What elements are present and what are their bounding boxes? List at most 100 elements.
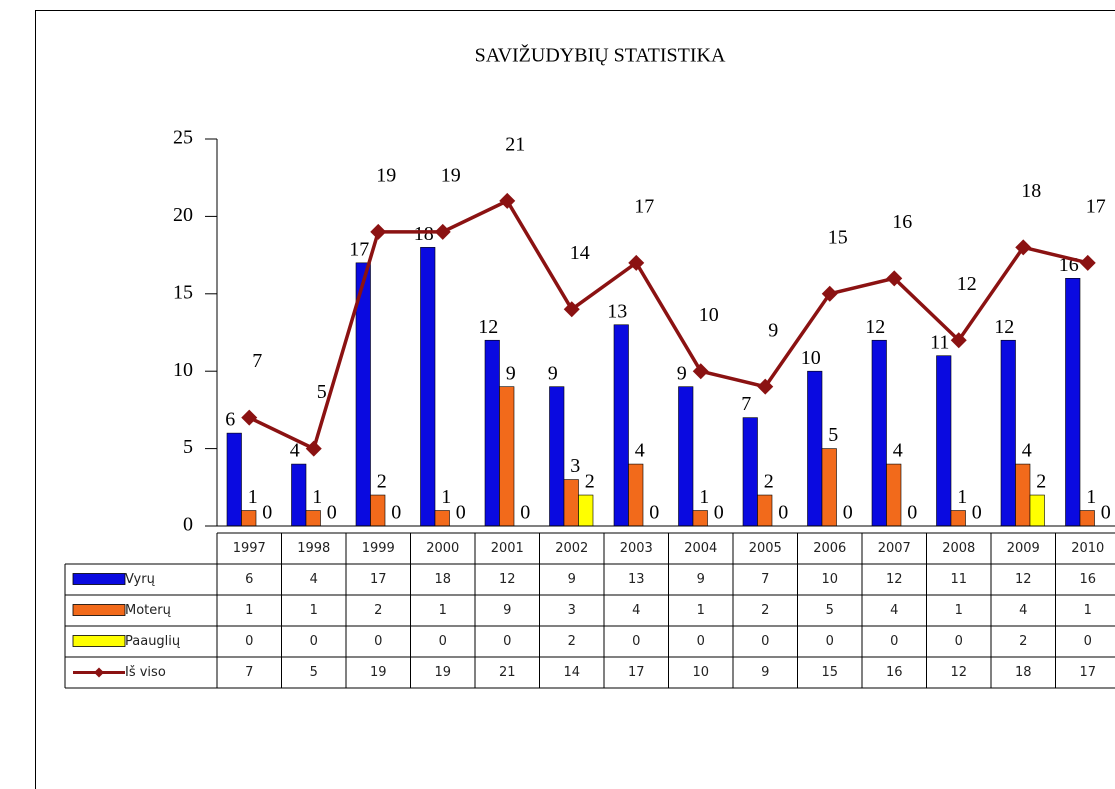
table-value: 1 bbox=[955, 603, 963, 618]
bar-value-label: 12 bbox=[865, 316, 885, 338]
table-value: 0 bbox=[890, 634, 898, 649]
table-value: 0 bbox=[761, 634, 769, 649]
x-tick-label: 2006 bbox=[813, 541, 846, 556]
line-marker bbox=[370, 223, 387, 240]
bar bbox=[370, 494, 386, 527]
line-marker bbox=[434, 223, 451, 240]
table-value: 17 bbox=[370, 572, 387, 587]
bar-value-label: 7 bbox=[741, 393, 751, 415]
table-value: 18 bbox=[1015, 665, 1032, 680]
legend-label: Iš viso bbox=[125, 665, 166, 680]
x-tick-label: 2008 bbox=[942, 541, 975, 556]
line-marker bbox=[1015, 239, 1032, 256]
line-marker bbox=[563, 301, 580, 318]
table-value: 4 bbox=[310, 572, 318, 587]
chart-title: SAVIŽUDYBIŲ STATISTIKA bbox=[475, 44, 726, 67]
line-value-label: 14 bbox=[570, 242, 590, 264]
line-value-label: 10 bbox=[699, 304, 719, 326]
bar-value-label: 1 bbox=[1086, 486, 1096, 508]
bar bbox=[871, 339, 887, 527]
table-value: 7 bbox=[245, 665, 253, 680]
x-tick-label: 2002 bbox=[555, 541, 588, 556]
table-value: 9 bbox=[761, 665, 769, 680]
x-tick-label: 2009 bbox=[1007, 541, 1040, 556]
bar bbox=[628, 463, 644, 527]
line-marker bbox=[241, 409, 258, 426]
table-value: 0 bbox=[245, 634, 253, 649]
table-value: 4 bbox=[632, 603, 640, 618]
bar-value-label: 4 bbox=[893, 440, 903, 462]
bar-value-label: 0 bbox=[1101, 502, 1111, 524]
bar bbox=[563, 479, 579, 527]
table-value: 1 bbox=[245, 603, 253, 618]
table-value: 9 bbox=[697, 572, 705, 587]
table-value: 9 bbox=[503, 603, 511, 618]
bar-value-label: 1 bbox=[699, 486, 709, 508]
bar-value-label: 13 bbox=[607, 300, 627, 322]
bar bbox=[484, 339, 500, 527]
bar-value-label: 0 bbox=[456, 502, 466, 524]
table-value: 5 bbox=[310, 665, 318, 680]
bar-value-label: 0 bbox=[907, 502, 917, 524]
legend-swatch bbox=[72, 604, 126, 616]
line-marker bbox=[1079, 254, 1096, 271]
table-value: 4 bbox=[890, 603, 898, 618]
bar-value-label: 0 bbox=[972, 502, 982, 524]
x-tick-label: 2005 bbox=[749, 541, 782, 556]
line-value-label: 21 bbox=[505, 134, 525, 156]
bar-value-label: 3 bbox=[570, 455, 580, 477]
table-value: 21 bbox=[499, 665, 516, 680]
table-value: 15 bbox=[821, 665, 838, 680]
bar-value-label: 9 bbox=[677, 362, 687, 384]
table-value: 14 bbox=[563, 665, 580, 680]
bar-value-label: 12 bbox=[994, 316, 1014, 338]
bar-value-label: 0 bbox=[520, 502, 530, 524]
bar-value-label: 1 bbox=[957, 486, 967, 508]
table-value: 19 bbox=[370, 665, 387, 680]
bar-value-label: 2 bbox=[585, 471, 595, 493]
legend-label: Paauglių bbox=[125, 634, 180, 649]
bar bbox=[886, 463, 902, 527]
line-marker bbox=[757, 378, 774, 395]
line-marker bbox=[821, 285, 838, 302]
x-tick-label: 2001 bbox=[491, 541, 524, 556]
legend-label: Moterų bbox=[125, 603, 171, 618]
bar bbox=[578, 494, 594, 527]
bar-value-label: 1 bbox=[441, 486, 451, 508]
table-value: 12 bbox=[886, 572, 903, 587]
table-value: 0 bbox=[826, 634, 834, 649]
bar bbox=[757, 494, 773, 527]
line-marker bbox=[305, 440, 322, 457]
bar-value-label: 0 bbox=[778, 502, 788, 524]
table-value: 0 bbox=[503, 634, 511, 649]
bar bbox=[1029, 494, 1045, 527]
bar-value-label: 5 bbox=[828, 424, 838, 446]
bar-value-label: 4 bbox=[1022, 440, 1032, 462]
bar-value-label: 4 bbox=[635, 440, 645, 462]
table-value: 0 bbox=[374, 634, 382, 649]
bar bbox=[1065, 278, 1081, 527]
line-value-label: 12 bbox=[957, 273, 977, 295]
line-marker bbox=[628, 254, 645, 271]
bar-value-label: 0 bbox=[714, 502, 724, 524]
table-value: 0 bbox=[955, 634, 963, 649]
line-value-label: 9 bbox=[768, 319, 778, 341]
bar bbox=[950, 510, 966, 527]
table-value: 10 bbox=[692, 665, 709, 680]
table-value: 4 bbox=[1019, 603, 1027, 618]
x-tick-label: 1997 bbox=[233, 541, 266, 556]
bar bbox=[1079, 510, 1095, 527]
bar-value-label: 2 bbox=[1036, 471, 1046, 493]
bar-value-label: 0 bbox=[262, 502, 272, 524]
legend-label: Vyrų bbox=[125, 572, 155, 587]
legend-swatch bbox=[72, 635, 126, 647]
line-value-label: 19 bbox=[376, 164, 396, 186]
table-value: 2 bbox=[568, 634, 576, 649]
table-value: 0 bbox=[1084, 634, 1092, 649]
bar-value-label: 11 bbox=[930, 331, 949, 353]
line-value-label: 5 bbox=[317, 381, 327, 403]
bar bbox=[613, 324, 629, 527]
y-tick-label: 10 bbox=[173, 359, 193, 381]
table-value: 2 bbox=[761, 603, 769, 618]
